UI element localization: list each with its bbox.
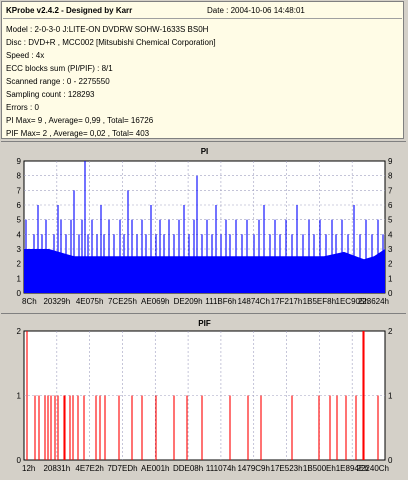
- y-tick-label-left: 0: [17, 456, 22, 465]
- info-sampling-count: Sampling count : 128293: [6, 90, 95, 99]
- x-tick-label: 4E7E2h: [75, 464, 103, 473]
- x-tick-label: AE001h: [141, 464, 169, 473]
- app-title: KProbe v2.4.2 - Designed by Karr: [6, 6, 133, 15]
- x-tick-label: 4E075h: [76, 297, 104, 306]
- x-tick-label: 223624h: [358, 297, 389, 306]
- y-tick-label-left: 1: [17, 274, 22, 283]
- x-tick-label: DE209h: [174, 297, 203, 306]
- y-tick-label-right: 1: [388, 274, 393, 283]
- info-speed: Speed : 4x: [6, 51, 45, 60]
- x-tick-label: 1479C9h: [237, 464, 269, 473]
- y-tick-label-right: 1: [388, 392, 393, 401]
- y-tick-label-left: 5: [17, 216, 22, 225]
- y-tick-label-right: 4: [388, 230, 393, 239]
- x-tick-label: 17F217h: [271, 297, 303, 306]
- y-tick-label-left: 8: [17, 172, 22, 181]
- y-tick-label-left: 7: [17, 186, 22, 195]
- x-tick-label: 1B500Eh: [303, 464, 336, 473]
- y-tick-label-left: 2: [17, 327, 22, 336]
- x-tick-label: DDE08h: [173, 464, 203, 473]
- y-tick-label-left: 2: [17, 260, 22, 269]
- y-tick-label-left: 3: [17, 245, 22, 254]
- y-tick-label-right: 0: [388, 456, 393, 465]
- info-model: Model : 2-0-3-0 J:LITE-ON DVDRW SOHW-163…: [6, 25, 209, 34]
- x-tick-label: 1EC905h: [336, 297, 369, 306]
- pi-chart-panel: PI 0 0 1 1 2 2 3 3 4 4 5 5 6 6 7 7 8 8 9 9 8Ch 20329h 4E075h 7CE…: [1, 141, 406, 312]
- x-tick-label: 7CE25h: [108, 297, 137, 306]
- x-tick-label: 8Ch: [22, 297, 37, 306]
- x-tick-label: 7D7EDh: [107, 464, 137, 473]
- pif-chart: PIF 0 0 1 1 2 2 12h 20831h 4E7E2h 7D7EDh AE001h DDE0…: [17, 319, 393, 473]
- info-ecc-blocks: ECC blocks sum (PI/PIF) : 8/1: [6, 64, 113, 73]
- info-pi-summary: PI Max= 9 , Average= 0,99 , Total= 16726: [6, 116, 154, 125]
- y-tick-label-right: 0: [388, 289, 393, 298]
- y-tick-label-right: 5: [388, 216, 393, 225]
- info-scanned-range: Scanned range : 0 - 2275550: [6, 77, 110, 86]
- x-tick-label: 14874Ch: [237, 297, 269, 306]
- y-tick-label-right: 3: [388, 245, 393, 254]
- x-tick-label: 1E894Eh: [336, 464, 369, 473]
- x-tick-label: 111BF6h: [205, 297, 236, 306]
- y-tick-label-left: 4: [17, 230, 22, 239]
- x-tick-label: 1B5EF8h: [303, 297, 336, 306]
- y-tick-label-right: 6: [388, 201, 393, 210]
- info-panel: KProbe v2.4.2 - Designed by Karr Date : …: [1, 1, 404, 139]
- y-tick-label-left: 0: [17, 289, 22, 298]
- x-tick-label: 20329h: [43, 297, 70, 306]
- title-divider: [3, 18, 402, 19]
- x-tick-label: 111074h: [206, 464, 236, 473]
- y-tick-label-left: 6: [17, 201, 22, 210]
- x-tick-label: AE069h: [141, 297, 169, 306]
- pif-chart-panel: PIF 0 0 1 1 2 2 12h 20831h 4E7E2h 7D7EDh AE001h DDE0…: [1, 313, 406, 479]
- info-pif-summary: PIF Max= 2 , Average= 0,02 , Total= 403: [6, 129, 150, 138]
- y-tick-label-right: 9: [388, 157, 393, 166]
- y-tick-label-right: 2: [388, 260, 393, 269]
- y-tick-label-right: 8: [388, 172, 393, 181]
- y-tick-label-right: 7: [388, 186, 393, 195]
- y-tick-label-left: 9: [17, 157, 22, 166]
- x-tick-label: 22240Ch: [357, 464, 389, 473]
- scan-date: Date : 2004-10-06 14:48:01: [207, 6, 305, 15]
- x-tick-label: 20831h: [43, 464, 70, 473]
- pi-chart: PI 0 0 1 1 2 2 3 3 4 4 5 5 6 6 7 7 8 8 9 9 8Ch 20329h 4E075h 7CE…: [17, 147, 393, 306]
- x-tick-label: 12h: [22, 464, 35, 473]
- info-disc: Disc : DVD+R , MCC002 [Mitsubishi Chemic…: [6, 38, 216, 47]
- y-tick-label-left: 1: [17, 392, 22, 401]
- y-tick-label-right: 2: [388, 327, 393, 336]
- x-tick-label: 17E523h: [271, 464, 303, 473]
- chart-title: PIF: [198, 319, 211, 328]
- chart-title: PI: [201, 147, 209, 156]
- info-errors: Errors : 0: [6, 103, 39, 112]
